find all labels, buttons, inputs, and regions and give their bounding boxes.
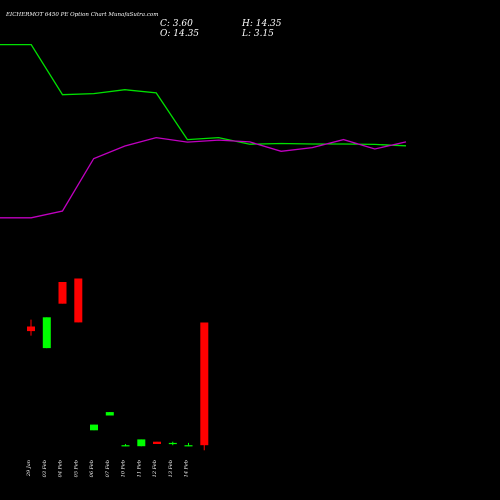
candle-body — [121, 445, 130, 447]
green-line — [0, 43, 407, 147]
x-tick-label: 03 Feb — [42, 460, 48, 477]
open-value: O: 14.35 — [160, 29, 199, 39]
x-tick-label: 06 Feb — [89, 460, 95, 477]
x-tick-label: 07 Feb — [105, 460, 111, 477]
candle-body — [200, 322, 209, 446]
x-tick-label: 04 Feb — [58, 460, 64, 477]
candle-body — [90, 424, 98, 431]
close-value: C: 3.60 — [160, 19, 193, 29]
candle-body — [74, 278, 83, 323]
high-value: H: 14.35 — [241, 19, 282, 29]
x-tick-label: 05 Feb — [73, 460, 79, 477]
x-tick-label: 10 Feb — [121, 460, 127, 477]
x-tick-label: 12 Feb — [152, 460, 158, 477]
candle-body — [153, 441, 161, 444]
candle-body — [27, 326, 35, 332]
candle-body — [58, 282, 67, 304]
magenta-line — [0, 136, 407, 219]
candle-body — [184, 445, 193, 447]
candles — [27, 278, 209, 451]
x-tick-label: 13 Feb — [168, 460, 174, 477]
candle-body — [137, 439, 146, 447]
x-tick-label: 11 Feb — [136, 460, 142, 477]
indicator-lines — [0, 43, 407, 219]
x-tick-label: 14 Feb — [184, 460, 190, 477]
candle-body — [42, 317, 51, 349]
candle-body — [168, 442, 177, 445]
chart-title: EICHERMOT 6450 PE Option Chart MunafaSut… — [5, 12, 158, 18]
x-tick-label: 29 Jan — [26, 460, 32, 477]
candle-body — [105, 412, 114, 416]
x-axis-ticks: 29 Jan 03 Feb 04 Feb 05 Feb 06 Feb 07 Feb 10 F… — [26, 460, 190, 477]
low-value: L: 3.15 — [241, 29, 274, 39]
